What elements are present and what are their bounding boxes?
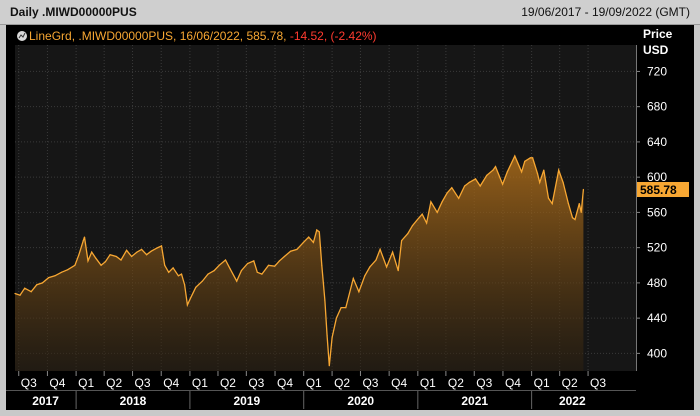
x-tick-label-year: 2022 — [559, 394, 586, 408]
price-chart: LineGrd, .MIWD00000PUS, 16/06/2022, 585.… — [6, 27, 694, 410]
x-tick-label-quarter: Q4 — [277, 376, 293, 390]
chart-title: Daily .MIWD00000PUS — [10, 5, 137, 19]
x-axis-quarters: Q3 Q4 Q1 Q2 Q3 Q4 Q1 Q2 Q3 Q4 Q1 Q2 Q3 Q4 Q1 Q2 Q3 Q4 Q1 Q2… — [18, 371, 606, 390]
x-tick-label-quarter: Q2 — [220, 376, 236, 390]
x-tick-label-year: 2020 — [347, 394, 374, 408]
y-axis-label-unit: USD — [643, 43, 669, 57]
y-axis: 400 440 480 520 560 600 640 680 720 — [636, 45, 667, 371]
x-tick-label-quarter: Q1 — [420, 376, 436, 390]
date-range: 19/06/2017 - 19/09/2022 (GMT) — [521, 5, 690, 19]
chart-header: Daily .MIWD00000PUS 19/06/2017 - 19/09/2… — [0, 0, 700, 25]
y-tick-label: 600 — [647, 170, 667, 184]
last-value-label: 585.78 — [640, 183, 677, 197]
legend: LineGrd, .MIWD00000PUS, 16/06/2022, 585.… — [17, 29, 377, 43]
y-axis-label-price: Price — [643, 27, 673, 41]
chart-panel: LineGrd, .MIWD00000PUS, 16/06/2022, 585.… — [6, 25, 694, 410]
x-tick-label-year: 2017 — [32, 394, 59, 408]
price-area — [15, 156, 584, 371]
x-tick-label-quarter: Q3 — [135, 376, 151, 390]
x-tick-label-quarter: Q3 — [476, 376, 492, 390]
x-tick-label-quarter: Q3 — [21, 376, 37, 390]
y-tick-label: 560 — [647, 205, 667, 219]
y-tick-label: 720 — [647, 64, 667, 78]
x-tick-label-quarter: Q1 — [192, 376, 208, 390]
x-tick-label-quarter: Q3 — [362, 376, 378, 390]
x-tick-label-quarter: Q4 — [391, 376, 407, 390]
x-tick-label-year: 2019 — [233, 394, 260, 408]
y-tick-label: 520 — [647, 241, 667, 255]
last-value-tag: 585.78 — [637, 182, 689, 197]
y-tick-label: 640 — [647, 135, 667, 149]
x-tick-label-quarter: Q4 — [505, 376, 521, 390]
y-tick-label: 440 — [647, 311, 667, 325]
legend-change: -14.52, (-2.42%) — [287, 29, 377, 43]
x-tick-label-quarter: Q2 — [448, 376, 464, 390]
x-tick-label-year: 2018 — [120, 394, 147, 408]
legend-series-info: LineGrd, .MIWD00000PUS, 16/06/2022, 585.… — [29, 29, 287, 43]
legend-text: LineGrd, .MIWD00000PUS, 16/06/2022, 585.… — [29, 29, 377, 43]
x-tick-label-year: 2021 — [461, 394, 488, 408]
x-tick-label-quarter: Q3 — [590, 376, 606, 390]
price-line — [14, 154, 585, 366]
y-tick-label: 480 — [647, 276, 667, 290]
x-tick-label-quarter: Q2 — [562, 376, 578, 390]
x-tick-label-quarter: Q4 — [49, 376, 65, 390]
x-tick-label-quarter: Q1 — [306, 376, 322, 390]
x-tick-label-quarter: Q4 — [163, 376, 179, 390]
y-tick-label: 400 — [647, 346, 667, 360]
line-chart-icon — [17, 31, 27, 41]
x-axis-years: 2017 2018 2019 2020 2021 2022 — [32, 391, 586, 409]
x-tick-label-quarter: Q2 — [106, 376, 122, 390]
x-tick-label-quarter: Q1 — [78, 376, 94, 390]
x-tick-label-quarter: Q2 — [334, 376, 350, 390]
y-tick-label: 680 — [647, 100, 667, 114]
x-tick-label-quarter: Q3 — [248, 376, 264, 390]
x-tick-label-quarter: Q1 — [534, 376, 550, 390]
